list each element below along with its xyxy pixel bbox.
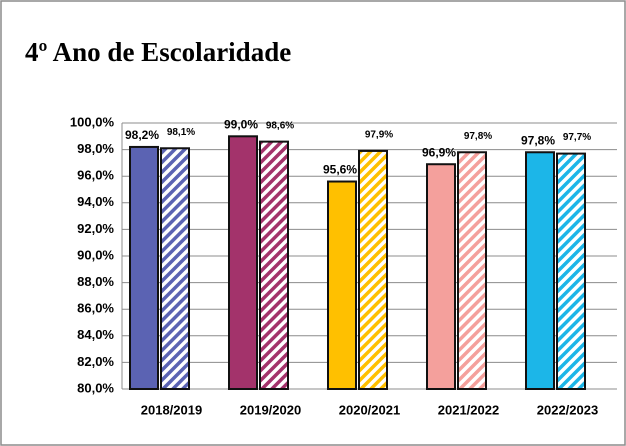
- bar: [160, 147, 190, 390]
- bar: [327, 180, 357, 390]
- y-tick-label: 80,0%: [77, 380, 114, 395]
- y-tick-label: 88,0%: [77, 274, 114, 289]
- y-tick-label: 82,0%: [77, 354, 114, 369]
- y-tick-label: 96,0%: [77, 168, 114, 183]
- y-tick-label: 90,0%: [77, 247, 114, 262]
- y-tick-label: 98,0%: [77, 141, 114, 156]
- x-tick-label: 2019/2020: [240, 402, 301, 417]
- data-label: 99,0%: [224, 117, 258, 131]
- bar: [426, 163, 456, 390]
- y-tick-label: 84,0%: [77, 327, 114, 342]
- bar: [358, 149, 388, 390]
- chart-title: 4º Ano de Escolaridade: [25, 37, 291, 67]
- bar: [259, 140, 289, 390]
- y-tick-label: 100,0%: [70, 114, 115, 129]
- x-tick-label: 2018/2019: [141, 402, 202, 417]
- data-label: 97,8%: [521, 133, 555, 147]
- bar: [457, 151, 487, 390]
- data-label: 97,9%: [365, 130, 393, 141]
- data-label: 97,8%: [464, 131, 492, 142]
- data-label: 95,6%: [323, 163, 357, 177]
- bar: [525, 151, 555, 390]
- x-tick-label: 2022/2023: [537, 402, 598, 417]
- data-label: 96,9%: [422, 145, 456, 159]
- x-tick-label: 2021/2022: [438, 402, 499, 417]
- bar: [556, 152, 586, 390]
- y-tick-label: 92,0%: [77, 221, 114, 236]
- data-label: 97,7%: [563, 132, 591, 143]
- x-tick-label: 2020/2021: [339, 402, 400, 417]
- data-label: 98,1%: [167, 127, 195, 138]
- y-tick-label: 94,0%: [77, 194, 114, 209]
- data-label: 98,6%: [266, 120, 294, 131]
- data-label: 98,2%: [125, 128, 159, 142]
- y-tick-label: 86,0%: [77, 301, 114, 316]
- bar: [228, 135, 258, 390]
- bar: [129, 145, 159, 390]
